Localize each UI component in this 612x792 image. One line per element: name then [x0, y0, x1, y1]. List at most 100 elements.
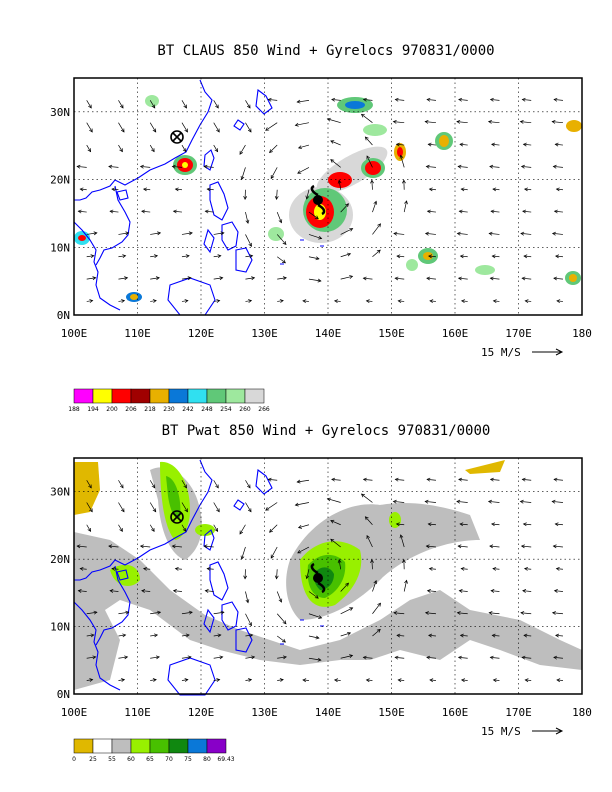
wind-vector: [457, 164, 468, 169]
wind-vector: [308, 256, 320, 261]
wind-vector: [522, 209, 532, 214]
wind-vector: [489, 477, 500, 482]
wind-vector: [523, 566, 532, 571]
wind-vector: [149, 144, 155, 153]
wind-vector: [326, 497, 341, 503]
lat-label: 10N: [50, 621, 70, 634]
wind-vector: [302, 678, 309, 683]
wind-vector: [206, 566, 214, 571]
wind-vector: [551, 231, 563, 236]
wind-vector: [426, 276, 436, 281]
colorbar-swatch: [111, 388, 132, 404]
wind-vector: [245, 480, 251, 489]
wind-vector: [297, 546, 310, 554]
wind-vector: [395, 142, 405, 147]
colorbar-label: 188: [68, 406, 80, 413]
colorbar-label: 75: [184, 756, 192, 763]
wind-vector: [203, 164, 214, 169]
wind-vector: [429, 299, 436, 304]
lat-lon-grid: [74, 78, 582, 315]
wind-vector: [267, 477, 278, 482]
wind-vector: [181, 254, 190, 259]
wind-vector: [522, 142, 532, 147]
wind-vector: [426, 477, 436, 482]
wind-vector: [340, 582, 349, 592]
wind-vector: [521, 655, 532, 660]
wind-vector: [460, 678, 468, 683]
wind-vector: [365, 299, 373, 304]
wind-vector: [181, 678, 189, 682]
wind-vector: [240, 546, 246, 560]
lat-label: 20N: [50, 553, 70, 566]
wind-vector: [181, 100, 187, 109]
wind-vector: [142, 187, 151, 192]
wind-vector: [555, 566, 563, 571]
lon-label: 130E: [251, 327, 278, 340]
wind-vector: [172, 209, 182, 214]
wind-vector: [308, 234, 323, 240]
lon-label: 170E: [505, 327, 532, 340]
wind-vector: [305, 189, 310, 200]
colorbar-label: 25: [89, 756, 97, 763]
wind-vector: [402, 559, 406, 570]
colorbar-label: 65: [146, 756, 154, 763]
wind-vector: [118, 502, 125, 513]
wind-vector: [297, 524, 310, 529]
wind-vector: [139, 544, 151, 549]
wind-vector: [213, 633, 222, 638]
wind-vector: [330, 140, 341, 146]
wind-vector: [372, 628, 381, 637]
wind-vector: [458, 209, 468, 214]
wind-vector: [86, 502, 93, 513]
wind-vector: [372, 602, 381, 614]
wind-vector: [296, 479, 310, 484]
pwat-panel: BT Pwat 850 Wind + Gyrelocs 970831/0000: [50, 423, 592, 763]
colorbar-label: 80: [203, 756, 211, 763]
wind-vector: [520, 164, 532, 169]
wind-vector: [245, 591, 250, 604]
wind-vector: [489, 97, 500, 102]
wind-vector: [109, 589, 119, 593]
wind-vector: [276, 211, 283, 224]
wind-vector: [142, 566, 151, 571]
colorbar-swatch: [225, 388, 246, 404]
wind-vector: [364, 136, 373, 146]
wind-vector: [86, 524, 92, 532]
wind-vector: [118, 524, 123, 532]
wind-vector: [150, 231, 162, 236]
wind-vector: [399, 154, 405, 168]
wind-vector: [492, 299, 500, 304]
wind-vector: [277, 655, 287, 660]
lon-label: 100E: [61, 327, 88, 340]
wind-vector: [491, 254, 500, 259]
wind-vector: [337, 559, 342, 570]
wind-vector: [245, 122, 252, 133]
lon-label: 160E: [442, 327, 469, 340]
latitude-labels: 30N 20N 10N 0N: [50, 106, 70, 322]
wind-vector: [245, 678, 253, 682]
wind-vector: [362, 477, 373, 482]
wind-vector: [174, 187, 182, 192]
wind-vector: [489, 544, 500, 549]
wind-vector: [424, 499, 436, 504]
wind-vector: [213, 231, 225, 236]
wind-vector: [330, 159, 341, 168]
wind-vector: [108, 544, 119, 549]
wind-vector: [460, 566, 468, 571]
wind-vector: [370, 179, 374, 190]
wind-vector: [265, 502, 278, 511]
wind-vector: [297, 167, 310, 174]
wind-vector: [553, 589, 563, 593]
wind-vector: [274, 569, 279, 580]
wind-vector: [457, 655, 468, 660]
wind-vector: [171, 544, 182, 549]
colorbar-label: 260: [239, 406, 251, 413]
lon-label: 110E: [124, 327, 151, 340]
wind-vector: [86, 633, 95, 638]
wind-vector: [366, 534, 373, 548]
colorbar-label: 55: [108, 756, 116, 763]
vector-reference: 15 M/S: [481, 346, 564, 359]
wind-vector: [308, 613, 323, 619]
wind-vector: [171, 164, 182, 169]
wind-vector: [556, 299, 563, 304]
